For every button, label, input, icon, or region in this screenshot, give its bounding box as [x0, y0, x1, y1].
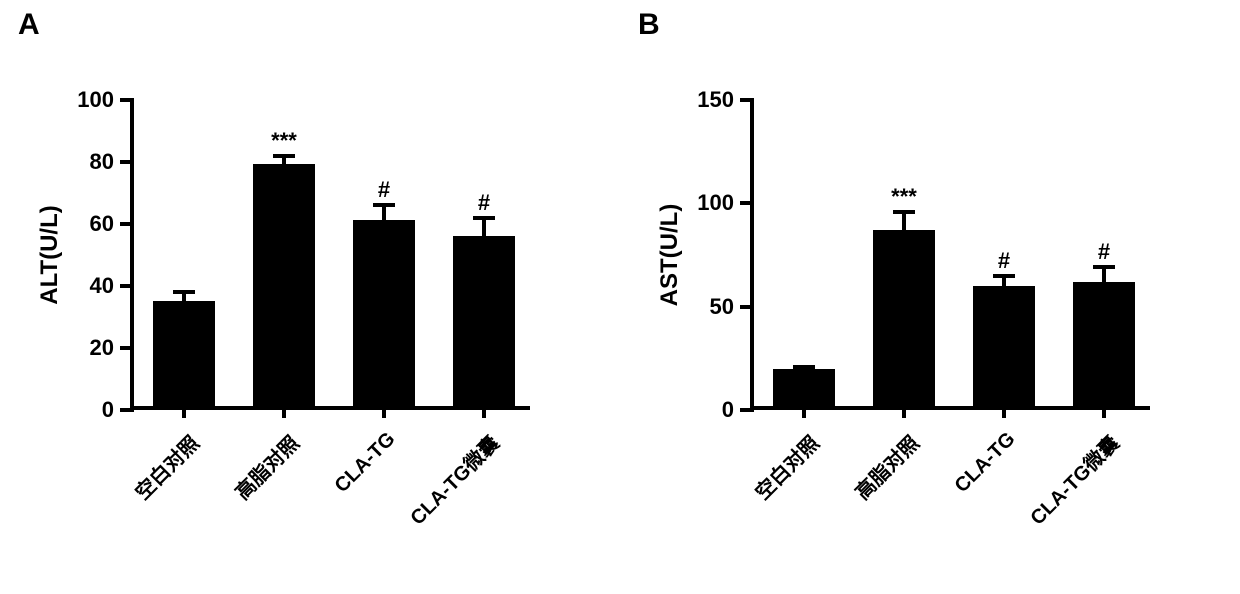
x-tick-label: 高脂对照 — [227, 428, 304, 505]
panel-b-ylabel: AST(U/L) — [656, 204, 684, 307]
bar — [973, 286, 1035, 406]
x-tick-label: CLA-TG — [951, 428, 1021, 498]
y-tick-label: 50 — [710, 294, 734, 320]
error-cap — [993, 274, 1015, 278]
panel-a-plot: 020406080100空白对照***高脂对照#CLA-TG#CLA-TG微囊 — [130, 100, 530, 410]
x-tick — [1002, 406, 1006, 418]
y-tick — [740, 305, 754, 309]
x-tick — [802, 406, 806, 418]
y-tick-label: 100 — [697, 190, 734, 216]
panel-b-plot: 050100150空白对照***高脂对照#CLA-TG#CLA-TG微囊 — [750, 100, 1150, 410]
error-cap — [1093, 265, 1115, 269]
significance-marker: *** — [891, 186, 917, 208]
error-cap — [793, 365, 815, 369]
bar — [353, 220, 415, 406]
x-tick — [282, 406, 286, 418]
y-tick-label: 60 — [90, 211, 114, 237]
y-tick-label: 40 — [90, 273, 114, 299]
panel-b: AST(U/L) 050100150空白对照***高脂对照#CLA-TG#CLA… — [640, 60, 1180, 540]
bar — [253, 164, 315, 406]
panel-a: ALT(U/L) 020406080100空白对照***高脂对照#CLA-TG#… — [20, 60, 560, 540]
figure-canvas: A B ALT(U/L) 020406080100空白对照***高脂对照#CLA… — [0, 0, 1240, 594]
x-tick — [902, 406, 906, 418]
y-tick — [120, 98, 134, 102]
y-tick — [120, 222, 134, 226]
panel-label-a: A — [18, 8, 40, 42]
bar — [453, 236, 515, 407]
panel-label-b: B — [638, 8, 660, 42]
x-tick-label: 高脂对照 — [847, 428, 924, 505]
x-tick-label: CLA-TG — [331, 428, 401, 498]
y-tick-label: 80 — [90, 149, 114, 175]
y-tick — [120, 284, 134, 288]
significance-marker: # — [478, 192, 490, 214]
y-tick — [740, 98, 754, 102]
y-tick — [120, 346, 134, 350]
y-tick-label: 20 — [90, 335, 114, 361]
y-tick-label: 150 — [697, 87, 734, 113]
significance-marker: *** — [271, 130, 297, 152]
y-tick — [120, 408, 134, 412]
error-bar — [1102, 267, 1106, 286]
error-bar — [382, 205, 386, 224]
error-cap — [173, 290, 195, 294]
error-cap — [893, 210, 915, 214]
x-tick — [382, 406, 386, 418]
x-tick — [482, 406, 486, 418]
x-tick-label: CLA-TG微囊 — [402, 428, 504, 530]
x-tick — [182, 406, 186, 418]
error-cap — [473, 216, 495, 220]
error-cap — [373, 203, 395, 207]
bar — [1073, 282, 1135, 406]
error-cap — [273, 154, 295, 158]
error-bar — [482, 218, 486, 240]
y-tick — [740, 408, 754, 412]
y-tick-label: 0 — [102, 397, 114, 423]
x-tick-label: CLA-TG微囊 — [1022, 428, 1124, 530]
y-tick — [120, 160, 134, 164]
y-tick-label: 0 — [722, 397, 734, 423]
significance-marker: # — [1098, 241, 1110, 263]
error-bar — [902, 212, 906, 235]
x-tick-label: 空白对照 — [747, 428, 824, 505]
y-tick-label: 100 — [77, 87, 114, 113]
error-bar — [1002, 276, 1006, 290]
significance-marker: # — [998, 250, 1010, 272]
bar — [153, 301, 215, 406]
panel-a-ylabel: ALT(U/L) — [36, 205, 64, 305]
y-tick — [740, 201, 754, 205]
bar — [873, 230, 935, 406]
significance-marker: # — [378, 179, 390, 201]
x-tick — [1102, 406, 1106, 418]
bar — [773, 369, 835, 406]
x-tick-label: 空白对照 — [127, 428, 204, 505]
